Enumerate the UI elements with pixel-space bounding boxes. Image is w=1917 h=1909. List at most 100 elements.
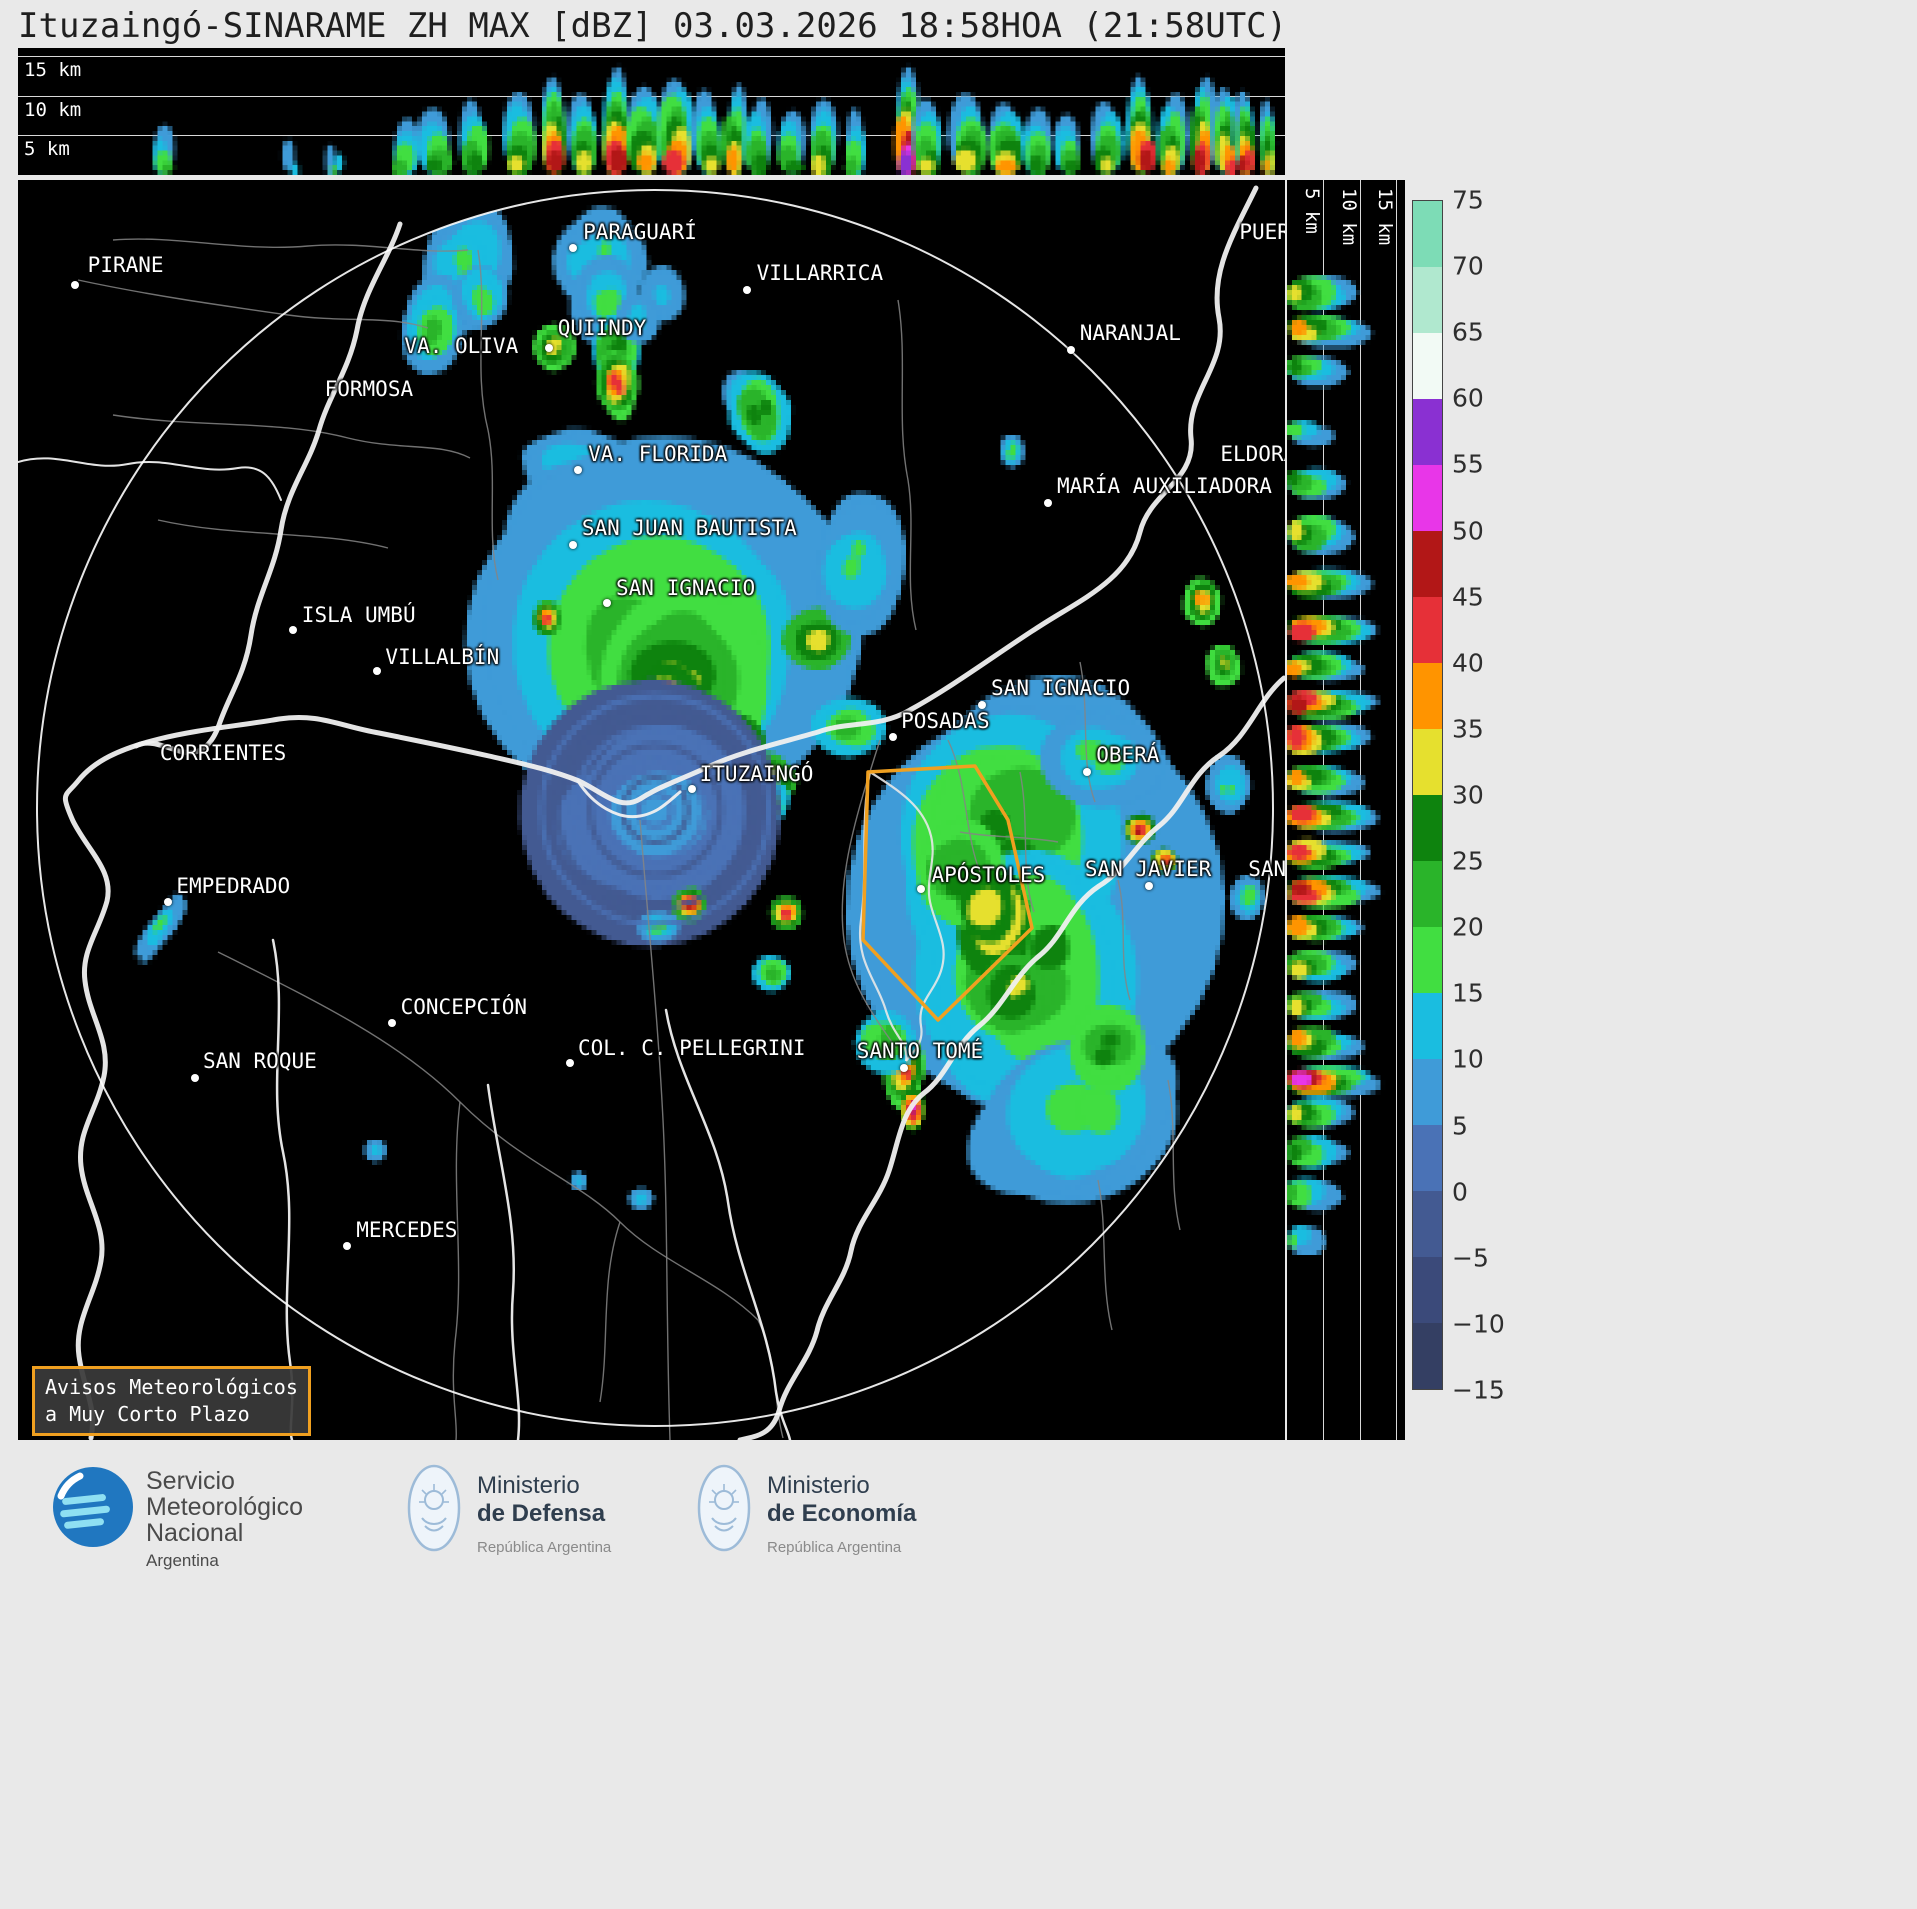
city-dot [71,280,79,289]
colorbar-tick-label: 45 [1452,582,1484,612]
city-dot [917,885,926,894]
smn-name-line4: Argentina [146,1551,219,1570]
city-dot [191,1074,200,1083]
department-boundary [869,771,945,1062]
city-dot [899,1064,908,1073]
colorbar-band [1413,1257,1442,1323]
city-dot [568,244,577,253]
economia-line1: Ministerio [767,1472,870,1499]
city-dot [1145,881,1154,890]
colorbar-band [1413,861,1442,927]
colorbar-tick-label: 55 [1452,449,1484,479]
aguapey-river [664,1008,792,1440]
city-label: SAN ROQUE [202,1049,317,1074]
warning-polygon [861,764,1034,1022]
cross-section-top-panel: 15 km 10 km 5 km [18,48,1285,175]
dbz-colorbar-ticks: 75 70 65 60 55 50 45 40 35 30 25 20 15 10 5 0 −5 −10 −15 [1452,186,1522,1405]
city-label: CORRIENTES [159,740,287,765]
colorbar-tick-label: 5 [1452,1111,1468,1141]
defensa-line1: Ministerio [477,1472,580,1499]
elev-label-15km: 15 km [24,59,82,81]
economia-line2: de Economía [767,1500,917,1527]
colorbar-band [1413,993,1442,1059]
defensa-emblem-icon [407,1464,461,1552]
warning-legend-line2: a Muy Corto Plazo [45,1402,250,1426]
colorbar-band [1413,795,1442,861]
city-dot [163,897,172,906]
colorbar-tick-label: 35 [1452,714,1484,744]
economia-emblem-icon [697,1464,751,1552]
colorbar-band [1413,267,1442,333]
defensa-line3: República Argentina [477,1539,612,1556]
colorbar-tick-label: 30 [1452,780,1484,810]
cross-section-right-echoes [1287,180,1405,1440]
ministerio-defensa-block: Ministerio de Defensa República Argentin… [405,1462,611,1562]
city-label: APÓSTOLES [931,862,1046,887]
smn-name-line1: Servicio [146,1467,235,1495]
city-label: ELDORADO [1220,442,1285,467]
colorbar-tick-label: 75 [1452,185,1484,215]
city-dot [688,784,697,793]
parana-braid [576,779,682,819]
colorbar-band [1413,729,1442,795]
colorbar-band [1413,927,1442,993]
admin-border [841,739,897,1049]
colorbar-band [1413,201,1442,267]
city-dot [566,1059,575,1068]
footer: Servicio Meteorológico Nacional Argentin… [0,1450,1917,1909]
city-label: VILLALBÍN [385,644,500,669]
city-dot [603,599,612,608]
colorbar-band [1413,531,1442,597]
colorbar-tick-label: 15 [1452,978,1484,1008]
city-label: SANTO TOMÉ [856,1039,984,1064]
colorbar-band [1413,465,1442,531]
map-geography [18,185,1285,1440]
colorbar-tick-label: 10 [1452,1044,1484,1074]
elev-label-10km: 10 km [1338,188,1360,246]
city-label: POSADAS [901,709,990,734]
city-label: VA. FLORIDA [588,442,728,467]
colorbar-tick-label: 40 [1452,648,1484,678]
smn-logo-block: Servicio Meteorológico Nacional Argentin… [52,1466,303,1574]
parana-river [62,185,1259,1440]
city-label: COL. C. PELLEGRINI [578,1035,806,1060]
city-dot [372,667,381,676]
city-label: PUERTO [1239,220,1285,245]
smn-name-line2: Meteorológico [146,1493,304,1521]
admin-border [217,951,759,1321]
product-title: Ituzaingó-SINARAME ZH MAX [dBZ] 03.03.20… [18,6,1288,46]
city-dot [1066,346,1075,355]
admin-border [452,1101,461,1440]
smn-logo-icon [53,1467,133,1547]
city-label: ISLA UMBÚ [301,603,416,628]
city-label-layer: PIRANE PARAGUARÍ VILLARRICA QUIINDY VA. OLIV… [18,180,1285,1440]
admin-border [1097,1079,1181,1331]
colorbar-band [1413,1323,1442,1389]
paraguay-river [133,221,403,756]
colorbar-band [1413,597,1442,663]
cross-section-right-panel: 5 km 10 km 15 km [1287,180,1405,1440]
city-label: SAN IGNACIO [616,575,756,600]
warning-legend-box: Avisos Meteorológicos a Muy Corto Plazo [32,1366,311,1436]
elev-label-10km: 10 km [24,99,82,121]
city-label: VA. OLIVA [404,333,519,358]
colorbar-tick-label: 0 [1452,1177,1468,1207]
colorbar-band [1413,1191,1442,1257]
city-label: NARANJAL [1079,321,1181,346]
ministerio-economia-block: Ministerio de Economía República Argenti… [695,1462,916,1562]
city-dot [889,732,898,741]
colorbar-tick-label: 70 [1452,251,1484,281]
city-label: OBERÁ [1096,743,1160,768]
admin-border [77,279,429,329]
city-dot [1044,498,1053,507]
colorbar-tick-label: 65 [1452,317,1484,347]
city-dot [568,541,577,550]
colorbar-band [1413,1059,1442,1125]
city-label: MERCEDES [356,1218,458,1243]
city-label: PARAGUARÍ [583,220,697,245]
colorbar-band [1413,399,1442,465]
admin-border [897,299,917,631]
colorbar-tick-label: 50 [1452,516,1484,546]
defensa-line2: de Defensa [477,1500,606,1527]
